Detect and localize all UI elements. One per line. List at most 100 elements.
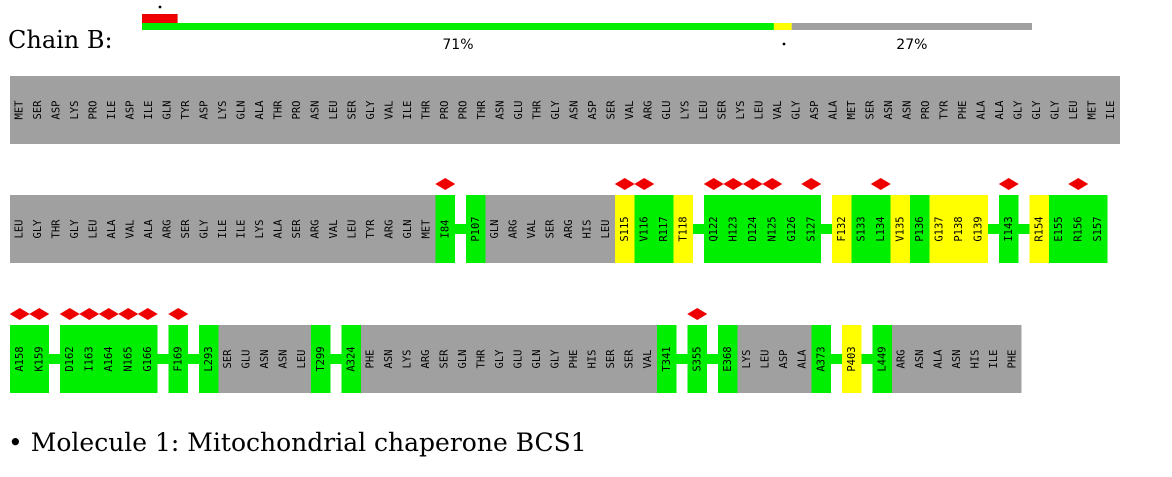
residue-label: SER (605, 100, 617, 120)
outlier-diamond (79, 308, 100, 320)
residue-label: ALA (827, 100, 839, 120)
residue-label: PRO (291, 101, 303, 120)
residue-label: LEU (600, 220, 612, 239)
residue-label: I84 (439, 220, 451, 239)
residue-label: ASN (383, 350, 395, 369)
residue-label: ASN (494, 101, 506, 120)
residue-label: ASN (259, 350, 271, 369)
residue-label: LEU (1068, 101, 1080, 120)
residue-label: HIS (586, 350, 598, 369)
gap-connector (188, 354, 199, 364)
residue-box (1068, 195, 1088, 263)
residue-label: LYS (69, 101, 81, 120)
residue-label: VAL (642, 350, 654, 369)
quality-percent-label: 71% (442, 37, 473, 53)
residue-label: TYR (938, 100, 950, 120)
molecule-title: Molecule 1: Mitochondrial chaperone BCS1 (30, 428, 587, 457)
residue-box (673, 195, 693, 263)
residue-label: R156 (1072, 216, 1084, 241)
residue-label: ALA (272, 219, 284, 239)
residue-box (718, 325, 738, 393)
outlier-diamond (9, 308, 30, 320)
residue-box (311, 325, 331, 393)
residue-label: VAL (124, 220, 136, 239)
residue-box (79, 325, 99, 393)
residue-label: ARG (507, 220, 519, 239)
quality-dot (158, 5, 162, 9)
residue-label: LEU (346, 220, 358, 239)
residue-box (704, 195, 724, 263)
residue-box (842, 325, 862, 393)
residue-box (168, 325, 188, 393)
residue-label: ALA (994, 100, 1006, 120)
residue-box (762, 195, 782, 263)
residue-label: LYS (735, 101, 747, 120)
residue-label: MET (1086, 100, 1098, 120)
residue-label: E368 (722, 346, 734, 371)
gap-connector (1018, 224, 1030, 234)
residue-label: GLY (549, 349, 561, 369)
residue-label: PRO (457, 101, 469, 120)
residue-label: LYS (679, 101, 691, 120)
residue-label: GLN (235, 101, 247, 120)
residue-box (851, 195, 871, 263)
residue-label: Q122 (708, 216, 720, 241)
residue-label: LEU (296, 350, 308, 369)
residue-label: GLY (1012, 100, 1024, 120)
outlier-diamond (59, 308, 80, 320)
residue-label: T299 (315, 346, 327, 371)
outlier-diamond (634, 178, 655, 190)
residue-label: THR (420, 100, 432, 120)
residue-box (1049, 195, 1069, 263)
residue-label: ALA (143, 219, 155, 239)
residue-label: GLY (790, 100, 802, 120)
residue-label: GLU (661, 101, 673, 120)
residue-box (782, 195, 802, 263)
residue-label: ALA (975, 100, 987, 120)
residue-label: ALA (254, 100, 266, 120)
residue-box (466, 195, 486, 263)
residue-box (199, 325, 219, 393)
residue-label: D124 (747, 216, 759, 241)
residue-label: ASN (568, 101, 580, 120)
residue-label: F132 (836, 216, 848, 241)
quality-bar: 71% 27% (142, 5, 1032, 53)
residue-label: MET (13, 100, 25, 120)
quality-segment-2 (791, 23, 1032, 30)
residue-label: LYS (254, 220, 266, 239)
residue-label: S157 (1092, 216, 1104, 241)
residue-box (968, 195, 988, 263)
residue-label: SER (180, 219, 192, 239)
residue-box (743, 195, 763, 263)
residue-box (99, 325, 119, 393)
residue-label: VAL (624, 101, 636, 120)
residue-box (634, 195, 654, 263)
unmodelled-block (361, 325, 657, 393)
residue-label: ARG (309, 220, 321, 239)
residue-label: GLN (531, 350, 543, 369)
residue-label: G137 (933, 216, 945, 241)
gap-connector (330, 354, 342, 364)
gap-connector (861, 354, 873, 364)
gap-connector (831, 354, 842, 364)
residue-label: PHE (1006, 350, 1018, 369)
outlier-diamond (29, 308, 50, 320)
residue-label: GLY (1049, 100, 1061, 120)
residue-box (687, 325, 707, 393)
residue-box (929, 195, 949, 263)
residue-box (118, 325, 138, 393)
residue-label: ILE (1105, 101, 1117, 120)
residue-label: A164 (103, 346, 115, 371)
residue-label: ASP (124, 101, 136, 120)
outlier-diamond (168, 308, 189, 320)
residue-box (1088, 195, 1108, 263)
residue-label: THR (475, 349, 487, 369)
residue-label: F169 (172, 346, 184, 371)
residue-label: R117 (658, 216, 670, 241)
residue-label: I163 (83, 346, 95, 371)
residue-label: LEU (753, 101, 765, 120)
residue-label: T118 (677, 216, 689, 241)
residue-label: SER (32, 100, 44, 120)
residue-label: LEU (759, 350, 771, 369)
